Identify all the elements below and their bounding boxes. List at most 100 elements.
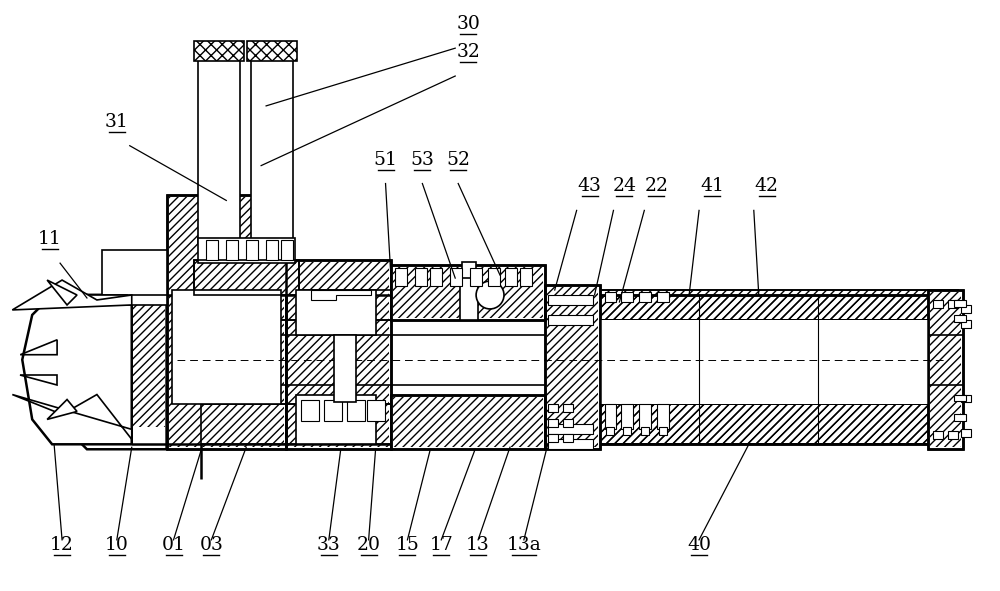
Bar [605,404,616,430]
Bar [548,434,558,442]
Text: 31: 31 [105,113,129,131]
Bar [600,295,928,320]
Text: 30: 30 [456,15,480,33]
Bar [621,404,633,430]
Bar [172,290,281,404]
Bar [266,241,278,260]
Polygon shape [167,196,286,449]
Bar [600,320,928,404]
Bar [954,395,966,401]
Bar [948,431,958,439]
Text: 15: 15 [395,536,419,554]
Text: 32: 32 [456,43,480,61]
Bar [954,414,966,421]
Bar [563,404,573,413]
Bar [251,59,293,243]
Bar [201,404,958,444]
Bar [563,434,573,442]
Bar [488,268,500,286]
Text: 43: 43 [578,177,602,196]
Bar [194,260,299,295]
Text: 01: 01 [162,536,185,554]
Bar [548,420,558,427]
Polygon shape [286,260,391,449]
Text: 52: 52 [446,151,470,168]
Bar [961,320,971,328]
Bar [641,427,649,436]
Bar [393,397,543,447]
Bar [545,285,600,449]
Polygon shape [177,335,196,385]
Text: 12: 12 [50,536,74,554]
Bar [391,395,545,449]
Text: 13a: 13a [507,536,541,554]
Bar [657,292,669,302]
Bar [296,290,376,335]
Bar [415,268,427,286]
Bar [226,241,238,260]
Polygon shape [20,375,57,385]
Bar [954,300,966,307]
Bar [367,400,385,421]
Polygon shape [67,295,167,305]
Bar [288,262,389,447]
Bar [659,427,667,436]
Bar [639,292,651,302]
Bar [548,315,593,325]
Bar [548,404,558,413]
Bar [545,285,600,449]
Bar [600,404,928,444]
Bar [430,268,442,286]
Bar [198,59,240,243]
Text: 11: 11 [38,230,62,248]
Text: 13: 13 [466,536,490,554]
Text: 33: 33 [317,536,341,554]
Bar [933,431,943,439]
Bar [391,265,545,320]
Text: 03: 03 [199,536,223,554]
Bar [391,395,545,449]
Bar [201,404,958,444]
Polygon shape [928,290,963,449]
Bar [548,439,593,449]
Text: 20: 20 [357,536,381,554]
Bar [548,424,593,434]
Bar [391,265,545,320]
Bar [201,290,958,320]
Bar [246,241,258,260]
Bar [206,241,218,260]
Bar [954,315,966,322]
Circle shape [476,281,504,309]
Bar [296,395,376,444]
Bar [395,268,407,286]
Bar [547,287,598,447]
Bar [286,260,391,449]
Bar [247,41,297,61]
Bar [347,400,365,421]
Bar [621,292,633,302]
Bar [450,268,462,286]
Polygon shape [20,340,57,355]
Text: 17: 17 [429,536,453,554]
Bar [606,427,614,436]
Bar [505,268,517,286]
Bar [930,292,961,447]
Bar [301,400,319,421]
Bar [201,290,958,320]
Bar [470,268,482,286]
Polygon shape [47,400,77,420]
Bar [393,267,543,318]
Bar [605,292,616,302]
Text: 24: 24 [612,177,636,196]
Bar [623,427,631,436]
Bar [194,260,299,295]
Text: 51: 51 [374,151,397,168]
Bar [961,305,971,313]
Text: 22: 22 [644,177,668,196]
Bar [961,395,971,402]
Bar [948,300,958,308]
Bar [460,275,478,320]
Text: 53: 53 [410,151,434,168]
Bar [169,197,284,447]
Bar [324,400,342,421]
